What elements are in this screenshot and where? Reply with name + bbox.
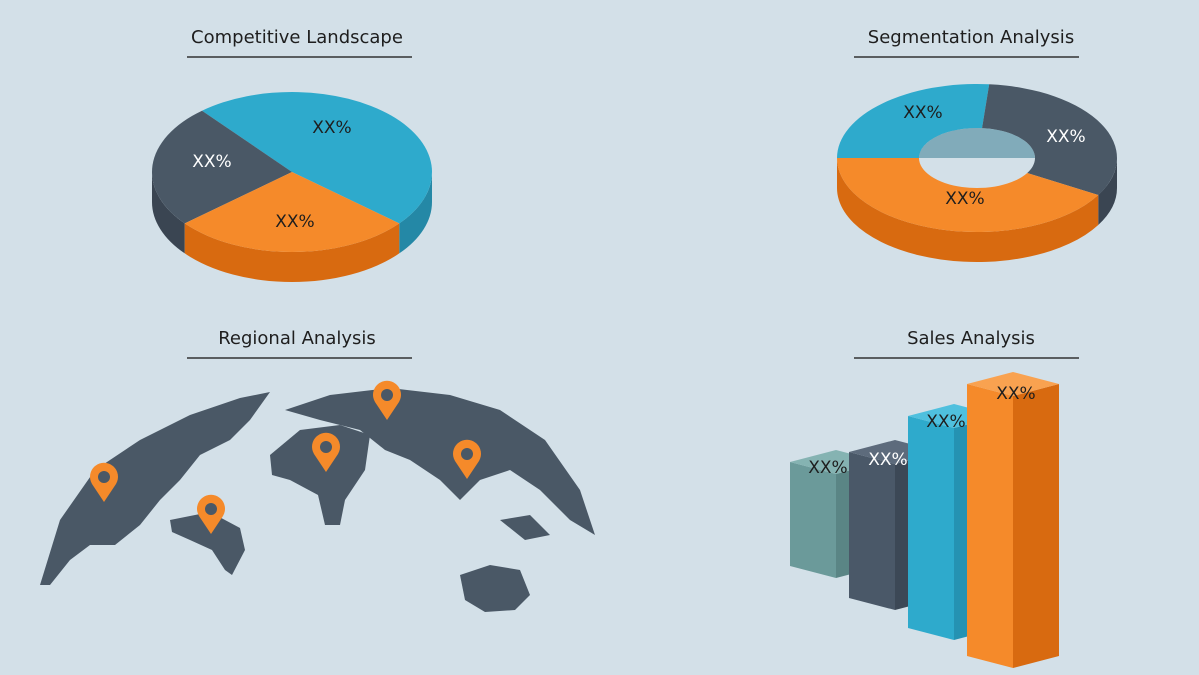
pin-dot [205,503,217,515]
bar-top [967,372,1059,396]
side [184,223,400,282]
pin-dot [320,441,332,453]
panel-title: Segmentation Analysis [868,27,1074,48]
bar-side [1013,384,1059,668]
bar-face [908,416,954,640]
panel-title: Sales Analysis [907,328,1035,349]
bar-label: XX% [996,384,1035,404]
bar-label: XX% [808,458,847,478]
slice-label: XX% [312,118,351,138]
continent [40,392,270,585]
bar-face [967,384,1013,668]
slice [152,110,292,224]
donut-chart [837,83,1118,262]
panel-title: Competitive Landscape [191,27,403,48]
bar-face [849,452,895,610]
pin-dot [381,389,393,401]
pin-dot [461,448,473,460]
hole-wall [919,128,1035,158]
slice [184,172,400,252]
continent [460,565,530,612]
continent [285,388,595,535]
segment-label: XX% [903,103,942,123]
slice-label: XX% [275,212,314,232]
segment [837,158,1099,232]
segment [837,83,990,158]
pin-dot [98,471,110,483]
panel-title: Regional Analysis [218,328,376,349]
segment-label: XX% [945,189,984,209]
slice [202,92,432,224]
segment-label: XX% [1046,127,1085,147]
slice-label: XX% [192,152,231,172]
pie-chart [152,92,432,282]
world-map [40,388,595,612]
island [500,515,550,540]
map-pins [90,380,481,534]
continent [170,512,245,575]
bar-face [790,462,836,578]
side [1098,158,1117,225]
side [399,172,432,254]
side [152,172,185,254]
segment [982,84,1118,195]
side [837,158,1099,262]
bar-label: XX% [868,450,907,470]
bar-label: XX% [926,412,965,432]
continent [270,425,370,525]
bar-chart [790,372,1059,668]
